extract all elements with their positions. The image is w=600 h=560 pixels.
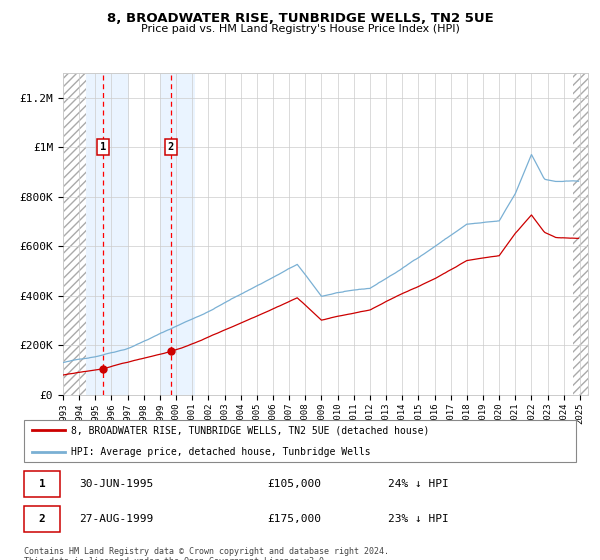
Text: Price paid vs. HM Land Registry's House Price Index (HPI): Price paid vs. HM Land Registry's House … [140,24,460,34]
FancyBboxPatch shape [24,420,576,462]
Bar [160,73,196,395]
Text: 8, BROADWATER RISE, TUNBRIDGE WELLS, TN2 5UE (detached house): 8, BROADWATER RISE, TUNBRIDGE WELLS, TN2… [71,425,429,435]
Text: 1: 1 [100,142,107,152]
Text: £175,000: £175,000 [267,514,321,524]
Text: 2: 2 [167,142,174,152]
FancyBboxPatch shape [24,471,60,497]
Text: 23% ↓ HPI: 23% ↓ HPI [388,514,449,524]
Bar [573,73,588,395]
Text: HPI: Average price, detached house, Tunbridge Wells: HPI: Average price, detached house, Tunb… [71,447,371,457]
Bar [63,73,86,395]
Text: 2: 2 [39,514,46,524]
Text: 1: 1 [39,479,46,489]
Text: 24% ↓ HPI: 24% ↓ HPI [388,479,449,489]
FancyBboxPatch shape [24,506,60,532]
Text: 30-JUN-1995: 30-JUN-1995 [79,479,154,489]
Text: 8, BROADWATER RISE, TUNBRIDGE WELLS, TN2 5UE: 8, BROADWATER RISE, TUNBRIDGE WELLS, TN2… [107,12,493,25]
Bar [86,73,129,395]
Text: Contains HM Land Registry data © Crown copyright and database right 2024.
This d: Contains HM Land Registry data © Crown c… [24,547,389,560]
Text: £105,000: £105,000 [267,479,321,489]
Text: 27-AUG-1999: 27-AUG-1999 [79,514,154,524]
